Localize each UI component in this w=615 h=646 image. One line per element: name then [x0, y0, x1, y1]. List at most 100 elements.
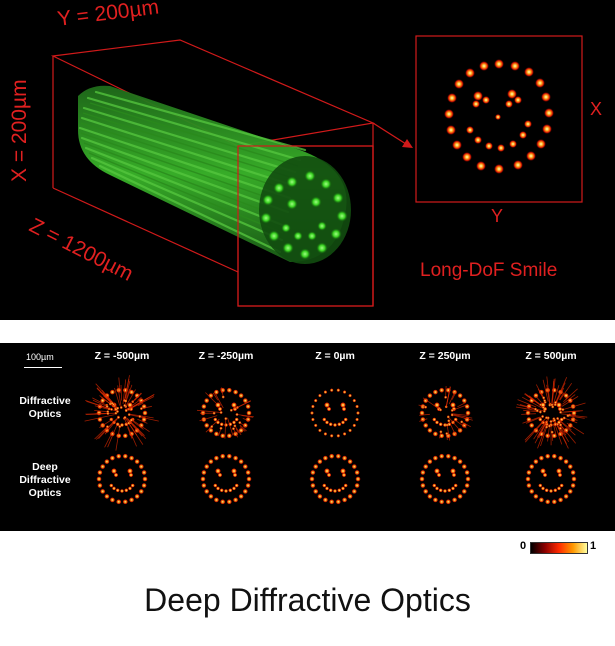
intensity-spot: [113, 472, 119, 478]
speckle-streak: [533, 421, 546, 440]
intensity-spot: [435, 486, 439, 491]
speckle-streak: [221, 387, 224, 398]
speckle-streak: [104, 417, 119, 435]
intensity-spot: [134, 459, 140, 465]
intensity-spot: [529, 488, 535, 494]
inset-smile: [444, 59, 554, 174]
intensity-spot: [141, 469, 147, 476]
intensity-spot: [119, 405, 123, 410]
intensity-spot: [226, 453, 232, 459]
intensity-spot: [329, 453, 335, 459]
speckle-streak: [212, 392, 219, 401]
intensity-spot: [460, 420, 464, 424]
row-label-line: Diffractive: [19, 395, 71, 407]
intensity-spot: [204, 488, 210, 494]
intensity-spot: [453, 483, 458, 488]
intensity-spot: [201, 482, 207, 489]
speckle-streak: [125, 389, 136, 407]
intensity-spot: [208, 493, 214, 499]
intensity-spot: [213, 455, 219, 461]
intensity-spot: [313, 398, 318, 403]
intensity-spot: [224, 489, 228, 493]
speckle-streak: [547, 425, 550, 442]
intensity-spot: [438, 488, 443, 493]
intensity-spot: [127, 413, 131, 417]
intensity-spot: [219, 488, 224, 493]
speckle-streak: [517, 399, 537, 408]
intensity-spot: [213, 483, 218, 488]
intensity-spot: [238, 459, 244, 465]
intensity-spot: [123, 415, 127, 420]
speckle-streak: [239, 424, 247, 432]
intensity-spot: [106, 411, 110, 416]
intensity-spot: [446, 415, 450, 419]
intensity-spot: [547, 424, 552, 428]
intensity-spot: [213, 431, 219, 437]
intensity-spot: [245, 482, 251, 489]
intensity-spot: [556, 402, 562, 408]
speckle-streak: [242, 418, 249, 421]
intensity-spot: [567, 488, 573, 494]
speckle-streak: [234, 425, 242, 436]
intensity-spot: [122, 499, 128, 505]
intensity-spot: [420, 469, 426, 476]
intensity-spot: [348, 393, 352, 398]
speckle-streak: [461, 421, 471, 428]
intensity-spot: [228, 488, 233, 493]
speckle-streak: [561, 396, 579, 407]
speckle-streak: [128, 422, 144, 445]
intensity-spot: [245, 403, 251, 410]
intensity-spot: [323, 432, 328, 436]
intensity-spot: [212, 411, 216, 415]
speckle-streak: [131, 419, 144, 430]
speckle-streak: [126, 417, 145, 436]
intensity-spot: [542, 409, 547, 413]
intensity-spot: [432, 389, 438, 395]
intensity-spot: [118, 424, 122, 429]
volume-render-panel: Y = 200µm X = 200µm Z = 1200µm X Y Long-…: [0, 0, 615, 320]
intensity-spot: [142, 410, 148, 416]
intensity-spot: [127, 468, 133, 474]
intensity-spot: [540, 468, 546, 474]
intensity-spot: [570, 469, 576, 476]
intensity-spot: [432, 455, 438, 461]
speckle-streak: [515, 406, 538, 412]
pointer-arrow: [372, 122, 413, 148]
speckle-streak: [534, 422, 547, 444]
speckle-streak: [84, 414, 115, 422]
intensity-spot: [139, 407, 143, 411]
speckle-streak: [562, 394, 576, 405]
intensity-spot: [109, 407, 114, 411]
intensity-spot: [325, 486, 329, 491]
speckle-streak: [553, 423, 557, 438]
intensity-spot: [336, 434, 341, 438]
speckle-streak: [546, 376, 551, 405]
intensity-spot: [124, 409, 128, 413]
speckle-streak: [560, 424, 577, 444]
speckle-streak: [540, 426, 547, 447]
speckle-streak: [118, 377, 121, 394]
intensity-spot: [457, 393, 463, 399]
intensity-spot: [323, 390, 328, 394]
speckle-streak: [92, 399, 108, 407]
speckle-streak: [553, 420, 563, 445]
intensity-spot: [342, 390, 347, 394]
intensity-spot: [129, 497, 135, 503]
intensity-spot: [341, 472, 347, 478]
speckle-streak: [134, 393, 142, 401]
intensity-spot: [232, 420, 236, 425]
intensity-spot: [447, 488, 452, 493]
intensity-spot: [115, 488, 120, 493]
intensity-spot: [542, 396, 546, 400]
intensity-spot: [352, 423, 357, 428]
intensity-spot: [232, 486, 236, 491]
intensity-spot: [233, 497, 239, 503]
intensity-spot: [351, 464, 357, 470]
intensity-spot: [552, 418, 557, 422]
intensity-spot: [242, 464, 248, 470]
intensity-spot: [457, 459, 463, 465]
intensity-spot: [464, 469, 470, 476]
intensity-spot: [122, 453, 128, 459]
intensity-spot: [311, 404, 315, 409]
intensity-spot: [109, 455, 115, 461]
